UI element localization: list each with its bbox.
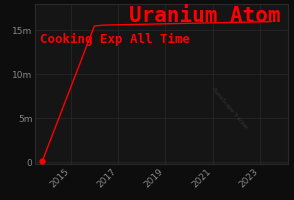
Text: RuneScape Tracker: RuneScape Tracker [211, 86, 249, 130]
Text: Cooking Exp All Time: Cooking Exp All Time [40, 33, 190, 46]
Text: Uranium Atom: Uranium Atom [129, 6, 280, 26]
